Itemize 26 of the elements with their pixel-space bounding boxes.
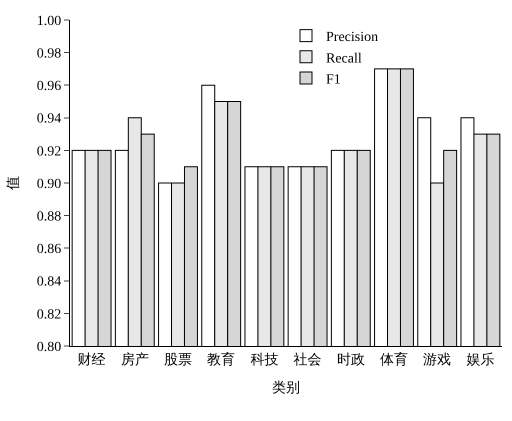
legend-label: Precision bbox=[326, 30, 378, 46]
legend-label: F1 bbox=[326, 72, 341, 88]
y-tick-label: 0.82 bbox=[36, 307, 62, 322]
y-tick-label: 0.80 bbox=[36, 340, 62, 355]
x-axis-title: 类别 bbox=[272, 380, 300, 396]
y-axis-title: 值 bbox=[5, 176, 22, 190]
x-tick-label: 财经 bbox=[78, 352, 106, 368]
y-tick-label: 1.00 bbox=[36, 14, 62, 29]
x-tick-label: 娱乐 bbox=[466, 352, 494, 368]
x-tick-label: 时政 bbox=[336, 352, 365, 368]
y-tick-label: 0.86 bbox=[36, 242, 62, 258]
x-tick-label: 教育 bbox=[207, 350, 236, 368]
y-tick-label: 0.84 bbox=[36, 274, 62, 290]
x-tick-label: 体育 bbox=[380, 350, 408, 368]
x-tick-label: 游戏 bbox=[423, 352, 452, 368]
y-tick-label: 0.94 bbox=[36, 112, 62, 127]
x-tick-label: 股票 bbox=[164, 352, 192, 368]
y-tick-label: 0.96 bbox=[36, 79, 62, 94]
y-tick-label: 0.92 bbox=[36, 144, 62, 160]
y-tick-label: 0.98 bbox=[36, 46, 62, 62]
x-tick-label: 科技 bbox=[250, 352, 278, 368]
y-tick-label: 0.90 bbox=[36, 176, 62, 192]
x-tick-label: 社会 bbox=[294, 352, 322, 368]
y-tick-label: 0.88 bbox=[36, 210, 62, 224]
legend-label: Recall bbox=[326, 51, 362, 66]
x-tick-label: 房产 bbox=[120, 352, 149, 368]
